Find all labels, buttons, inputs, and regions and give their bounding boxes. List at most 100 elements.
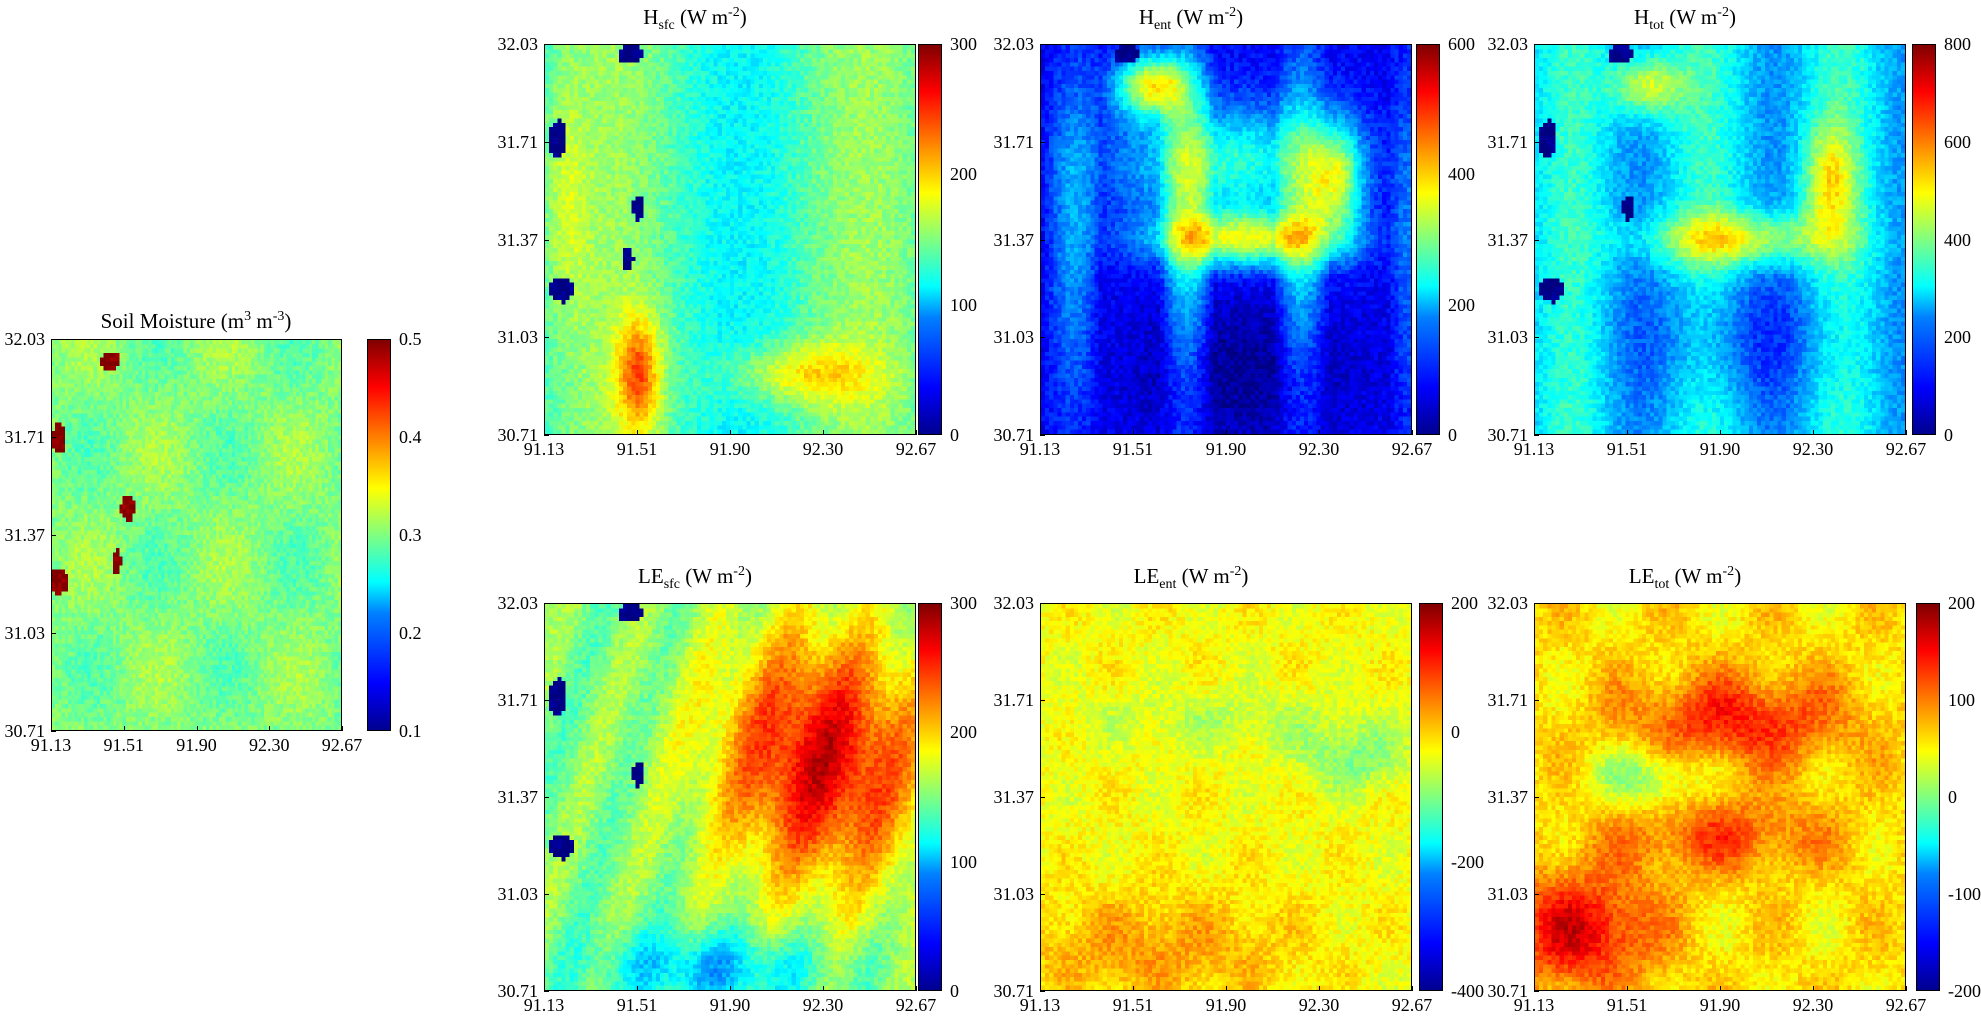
x-tick-label: 92.30	[802, 439, 844, 459]
le-sfc-title: LEsfc (W m-2)	[638, 564, 752, 593]
y-tick-label: 32.03	[497, 593, 539, 613]
axis-tick	[1040, 986, 1041, 991]
colorbar-tick-label: 100	[950, 294, 977, 315]
y-tick-label: 30.71	[4, 721, 46, 741]
axis-tick	[916, 430, 917, 435]
y-tick-label: 30.71	[1487, 425, 1529, 445]
soil-moisture-raster	[52, 340, 341, 730]
x-tick-label: 92.30	[802, 995, 844, 1015]
colorbar-tick-label: 0.3	[399, 525, 422, 545]
y-tick-label: 31.37	[1487, 787, 1529, 807]
axis-tick	[51, 633, 56, 634]
y-tick-label: 31.71	[497, 131, 539, 152]
h-ent-title: Hent (W m-2)	[1138, 5, 1244, 34]
axis-tick	[823, 430, 824, 435]
h-sfc-raster	[545, 45, 915, 434]
axis-tick	[1534, 797, 1539, 798]
x-tick-label: 91.90	[176, 735, 217, 755]
colorbar-tick-label: 200	[1948, 593, 1975, 613]
axis-tick	[342, 726, 343, 731]
axis-tick	[1040, 44, 1045, 45]
colorbar-tick-label: 0	[950, 425, 959, 445]
soil-moisture-colorbar	[367, 339, 391, 731]
axis-tick	[637, 430, 638, 435]
x-tick-label: 91.51	[1112, 439, 1154, 459]
axis-tick	[1040, 991, 1045, 992]
axis-tick	[1319, 430, 1320, 435]
colorbar-tick-label: 100	[950, 851, 977, 872]
axis-tick	[1534, 991, 1539, 992]
axis-tick	[51, 437, 56, 438]
le-sfc-map	[544, 603, 916, 991]
colorbar-tick-label: 400	[1944, 229, 1971, 250]
colorbar-tick-label: -100	[1948, 884, 1981, 904]
colorbar-tick-label: 200	[950, 164, 977, 185]
colorbar-tick-label: 0	[950, 981, 959, 1001]
x-tick-label: 91.90	[709, 439, 751, 459]
x-tick-label: 91.13	[1019, 439, 1061, 459]
axis-tick	[196, 726, 198, 731]
axis-tick	[1534, 986, 1535, 991]
x-tick-label: 91.51	[1606, 439, 1648, 459]
axis-tick	[1040, 141, 1045, 143]
axis-tick	[544, 700, 549, 701]
colorbar-tick-label: 600	[1944, 131, 1971, 152]
colorbar-tick-label: 0	[1948, 787, 1957, 807]
y-tick-label: 32.03	[993, 34, 1035, 54]
axis-tick	[1813, 430, 1814, 435]
axis-tick	[1040, 430, 1041, 435]
axis-tick	[544, 430, 545, 435]
x-tick-label: 92.67	[1391, 439, 1433, 459]
axis-tick	[544, 991, 549, 992]
x-tick-label: 91.51	[103, 735, 145, 755]
h-sfc-colorbar	[918, 44, 942, 435]
axis-tick	[730, 430, 731, 435]
y-tick-label: 31.03	[1487, 884, 1529, 904]
x-tick-label: 92.30	[1298, 439, 1340, 459]
y-tick-label: 31.37	[1487, 229, 1529, 250]
y-tick-label: 31.37	[993, 229, 1035, 250]
axis-tick	[1040, 337, 1045, 339]
x-tick-label: 92.30	[249, 735, 290, 755]
colorbar-tick-label: 600	[1448, 34, 1475, 54]
y-tick-label: 31.37	[4, 525, 46, 545]
axis-tick	[1720, 430, 1721, 435]
axis-tick	[1040, 239, 1045, 241]
y-tick-label: 30.71	[993, 981, 1035, 1001]
x-tick-label: 91.13	[1513, 995, 1555, 1015]
axis-tick	[1627, 986, 1628, 991]
axis-tick	[544, 44, 549, 45]
axis-tick	[1040, 700, 1045, 701]
axis-tick	[823, 986, 824, 991]
axis-tick	[1906, 986, 1907, 991]
x-tick-label: 92.67	[321, 735, 363, 755]
axis-tick	[1813, 986, 1814, 991]
y-tick-label: 31.71	[993, 131, 1035, 152]
h-tot-title: Htot (W m-2)	[1634, 5, 1736, 34]
axis-tick	[1133, 430, 1134, 435]
x-tick-label: 92.30	[1792, 995, 1834, 1015]
axis-tick	[51, 339, 56, 340]
y-tick-label: 30.71	[993, 425, 1035, 445]
y-tick-label: 32.03	[497, 34, 539, 54]
le-ent-raster	[1041, 604, 1411, 990]
x-tick-label: 91.13	[523, 995, 565, 1015]
y-tick-label: 31.37	[497, 787, 539, 807]
h-tot-map	[1534, 44, 1906, 435]
x-tick-label: 91.51	[1606, 995, 1648, 1015]
le-tot-map	[1534, 603, 1906, 991]
axis-tick	[916, 986, 917, 991]
colorbar-tick-label: 0.1	[399, 721, 422, 741]
axis-tick	[1226, 430, 1227, 435]
x-tick-label: 91.90	[1699, 995, 1741, 1015]
x-tick-label: 91.51	[616, 995, 658, 1015]
h-tot-raster	[1535, 45, 1905, 434]
axis-tick	[544, 603, 549, 604]
le-ent-title: LEent (W m-2)	[1133, 564, 1249, 593]
x-tick-label: 91.90	[709, 995, 751, 1015]
x-tick-label: 91.13	[1019, 995, 1061, 1015]
axis-tick	[1534, 239, 1539, 241]
colorbar-tick-label: 200	[950, 722, 977, 743]
y-tick-label: 31.03	[993, 327, 1035, 348]
colorbar-tick-label: 0.5	[399, 329, 422, 349]
